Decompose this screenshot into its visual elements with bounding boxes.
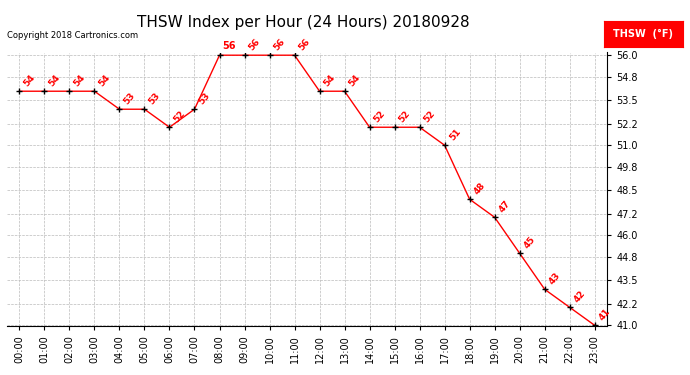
Text: 54: 54 <box>97 73 112 88</box>
Text: THSW Index per Hour (24 Hours) 20180928: THSW Index per Hour (24 Hours) 20180928 <box>137 15 470 30</box>
Text: 47: 47 <box>497 199 513 214</box>
Text: 42: 42 <box>573 289 587 304</box>
Text: 53: 53 <box>122 91 137 106</box>
Text: 43: 43 <box>547 271 562 286</box>
Text: 52: 52 <box>397 109 413 124</box>
Text: 56: 56 <box>247 37 262 52</box>
Text: 54: 54 <box>72 73 87 88</box>
Text: 54: 54 <box>322 73 337 88</box>
Text: 56: 56 <box>273 37 287 52</box>
Text: 51: 51 <box>447 127 462 142</box>
Text: Copyright 2018 Cartronics.com: Copyright 2018 Cartronics.com <box>7 31 138 40</box>
Text: 52: 52 <box>172 109 187 124</box>
Text: 41: 41 <box>598 307 613 322</box>
Text: 54: 54 <box>22 73 37 88</box>
Text: 56: 56 <box>222 41 236 51</box>
Text: 52: 52 <box>422 109 437 124</box>
Text: 52: 52 <box>373 109 387 124</box>
Text: 45: 45 <box>522 235 538 250</box>
Text: 53: 53 <box>197 91 213 106</box>
Text: 48: 48 <box>473 181 487 196</box>
Text: 56: 56 <box>297 37 313 52</box>
Text: 53: 53 <box>147 91 162 106</box>
Text: THSW  (°F): THSW (°F) <box>613 29 673 39</box>
Text: 54: 54 <box>47 73 62 88</box>
Text: 54: 54 <box>347 73 362 88</box>
